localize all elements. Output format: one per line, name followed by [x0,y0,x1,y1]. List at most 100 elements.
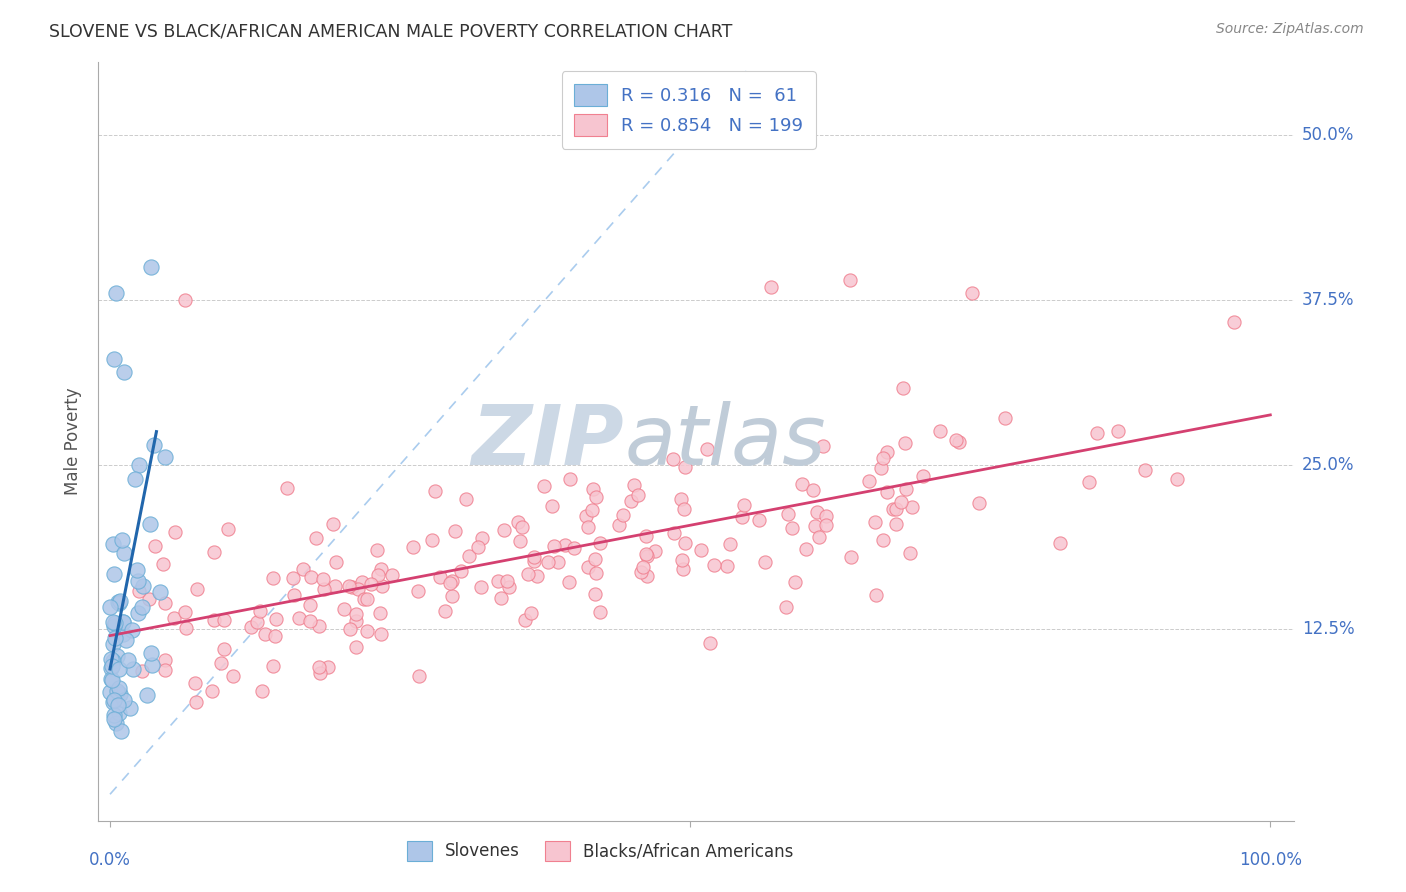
Point [107,681,129,695]
Point [911,469,934,483]
Point [703,558,725,572]
Point [733,498,755,512]
Point [517,566,540,581]
Point [299,570,322,584]
Point [162,610,184,624]
Point [782,521,804,535]
Point [557,574,579,589]
Text: 37.5%: 37.5% [1302,291,1354,309]
Point [945,433,967,447]
Point [149,584,172,599]
Point [470,581,492,595]
Point [153,450,176,465]
Point [202,613,225,627]
Point [356,592,378,607]
Point [98,599,121,614]
Point [627,488,650,502]
Point [471,531,494,545]
Point [299,614,322,628]
Point [630,565,652,579]
Point [510,520,533,534]
Point [671,553,693,567]
Point [994,410,1017,425]
Point [841,549,863,564]
Point [107,698,129,713]
Point [128,458,150,472]
Point [759,279,782,293]
Point [104,716,127,731]
Point [673,460,696,475]
Point [863,515,886,529]
Point [101,695,124,709]
Point [576,559,599,574]
Text: 25.0%: 25.0% [1302,456,1354,474]
Point [165,524,187,539]
Point [589,536,612,550]
Point [582,482,605,496]
Point [636,549,658,563]
Point [775,599,797,614]
Point [110,724,132,739]
Point [141,646,163,660]
Point [101,673,124,687]
Point [262,659,284,673]
Point [121,623,143,637]
Y-axis label: Male Poverty: Male Poverty [65,388,83,495]
Point [174,605,197,619]
Point [111,627,134,641]
Point [716,559,738,574]
Point [101,637,124,651]
Point [322,516,344,531]
Point [815,508,838,523]
Point [441,589,464,603]
Point [132,579,155,593]
Point [794,541,817,556]
Point [104,286,127,301]
Point [585,566,607,580]
Point [308,665,330,680]
Point [891,381,914,395]
Point [690,542,713,557]
Point [127,563,149,577]
Point [536,555,558,569]
Legend: Slovenes, Blacks/African Americans: Slovenes, Blacks/African Americans [398,832,803,869]
Point [340,580,363,594]
Point [124,472,146,486]
Point [440,574,463,589]
Point [250,684,273,698]
Point [138,591,160,606]
Point [620,494,643,508]
Point [886,516,908,531]
Point [467,540,489,554]
Point [201,684,224,698]
Point [352,574,374,589]
Point [533,479,555,493]
Point [894,436,917,450]
Point [607,518,630,533]
Point [872,533,894,547]
Point [131,600,153,615]
Point [152,557,174,571]
Point [246,615,269,630]
Point [264,612,287,626]
Point [108,596,131,610]
Point [520,606,543,620]
Text: SLOVENE VS BLACK/AFRICAN AMERICAN MALE POVERTY CORRELATION CHART: SLOVENE VS BLACK/AFRICAN AMERICAN MALE P… [49,22,733,40]
Point [291,562,314,576]
Point [105,684,128,698]
Point [489,591,512,606]
Point [111,615,134,629]
Point [450,564,472,578]
Point [111,615,134,629]
Point [360,577,382,591]
Point [585,490,607,504]
Point [103,708,125,723]
Point [672,562,695,576]
Point [1078,475,1101,489]
Text: 12.5%: 12.5% [1302,621,1354,639]
Point [298,599,321,613]
Point [439,575,461,590]
Point [872,451,894,466]
Point [884,502,907,516]
Point [110,593,132,607]
